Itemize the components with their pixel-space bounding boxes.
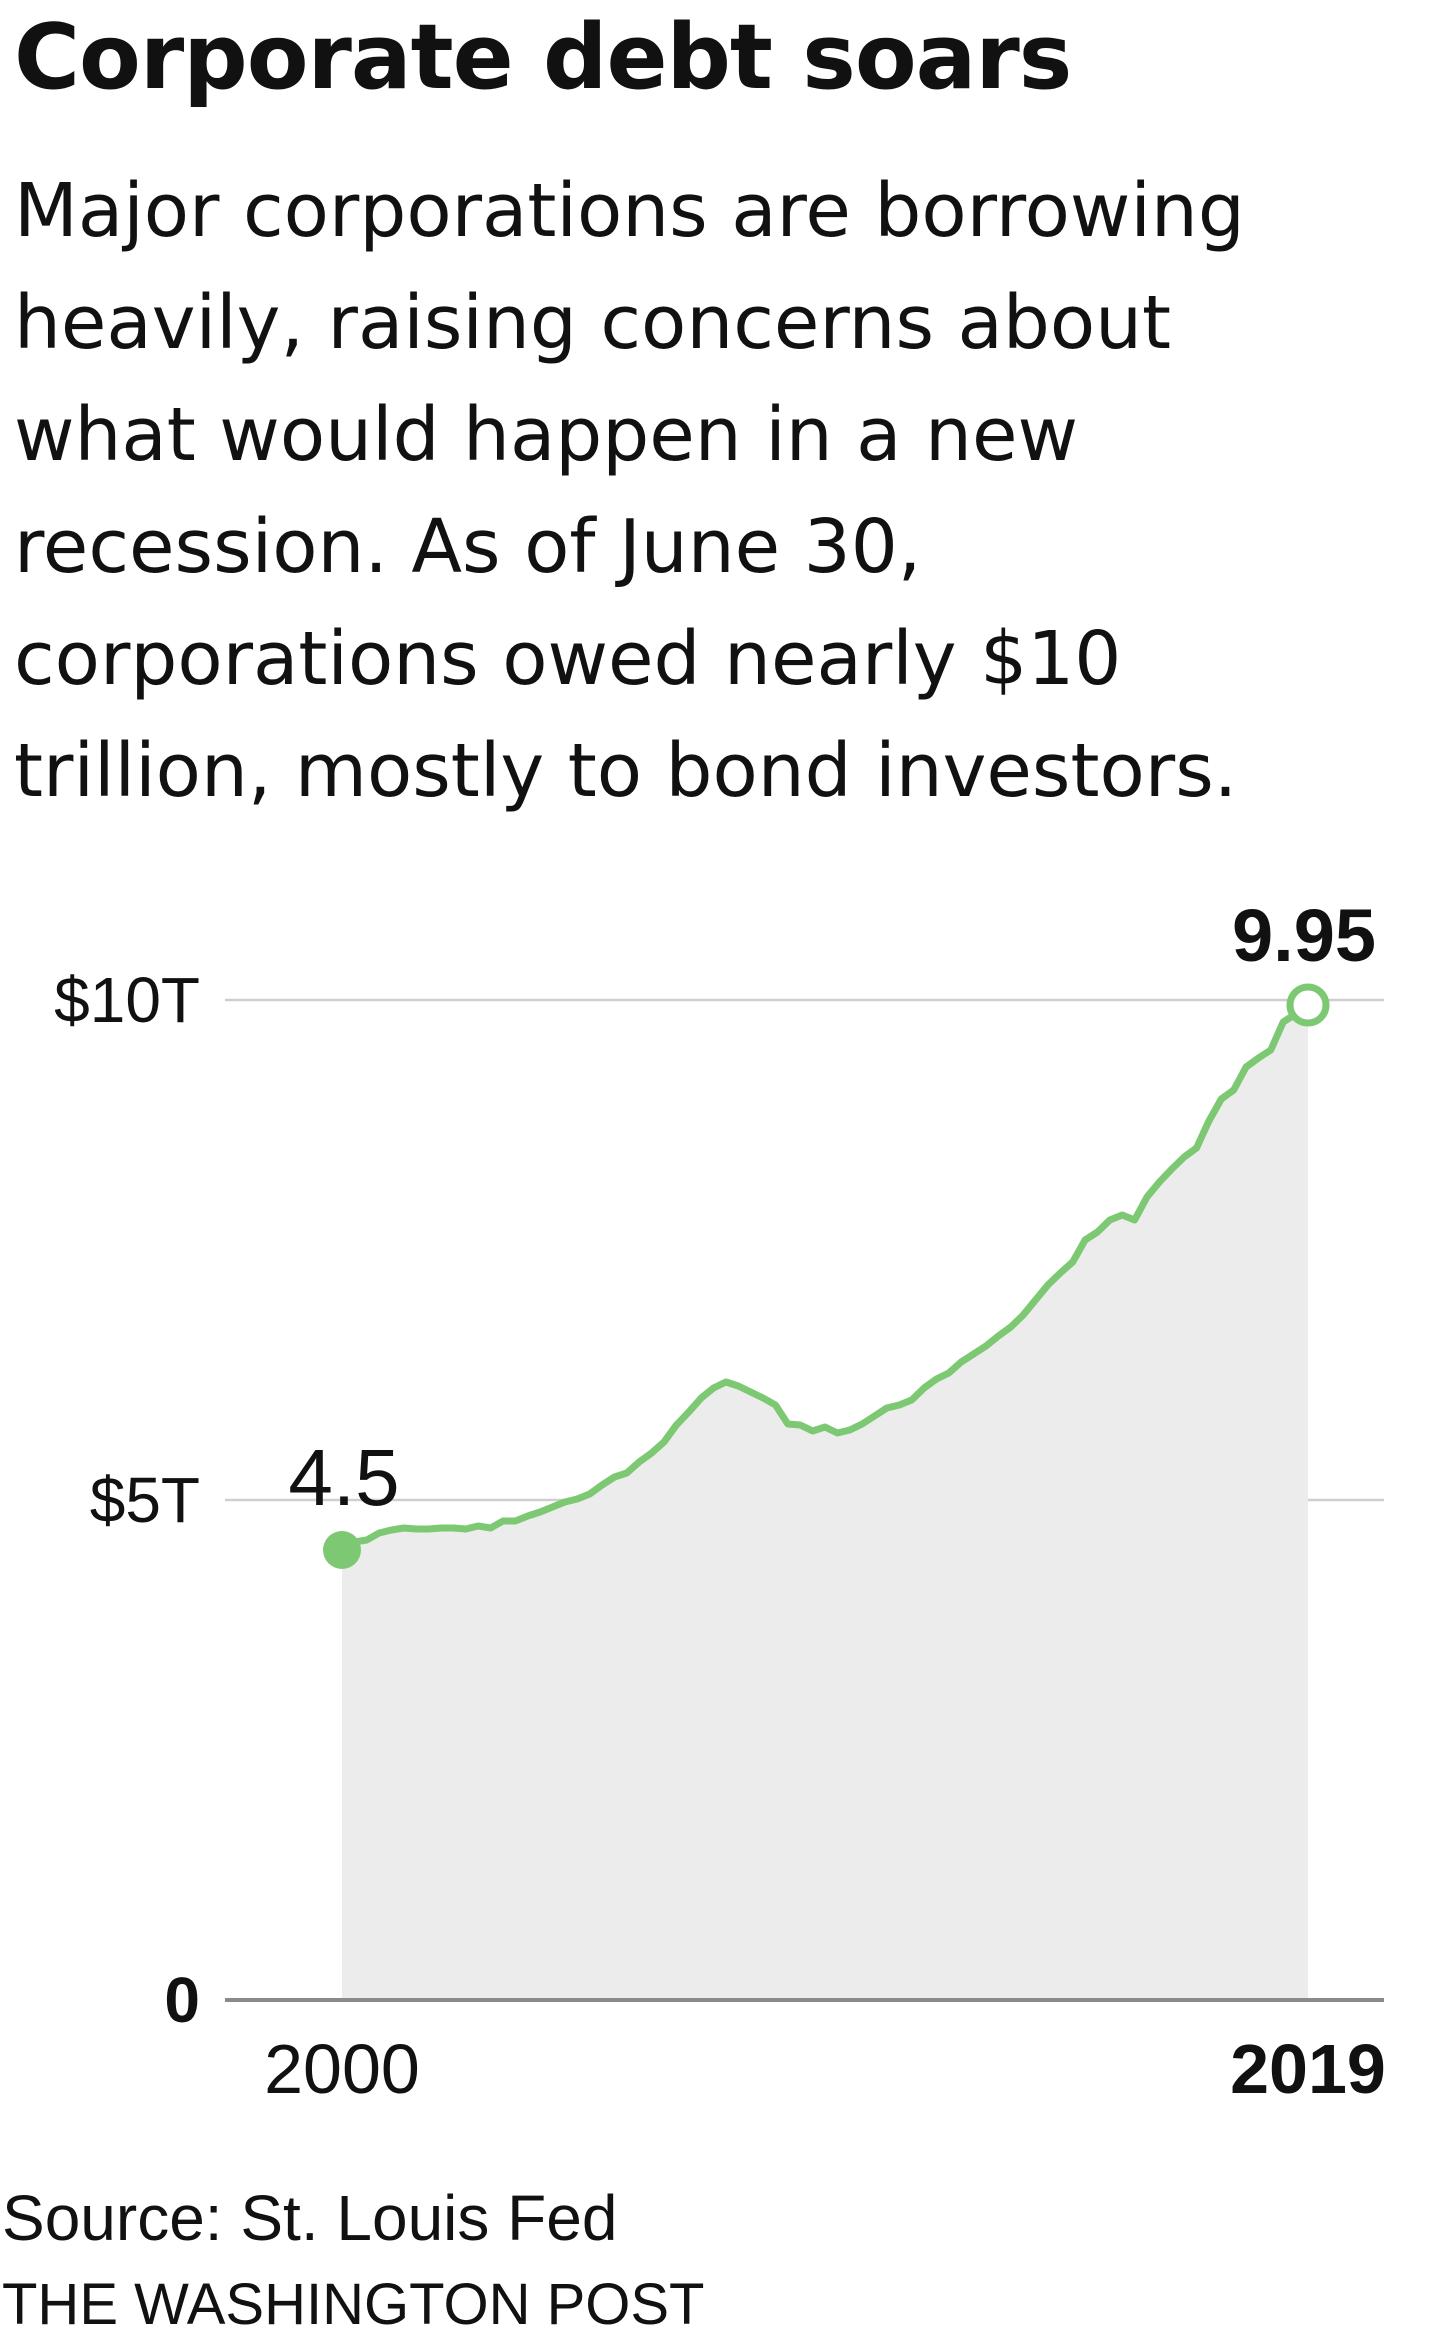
y-tick-label: 0 xyxy=(164,1964,200,2036)
value-label: 4.5 xyxy=(288,1433,399,1522)
subtitle-line: recession. As of June 30, xyxy=(14,504,922,590)
area-fill xyxy=(342,1005,1308,2000)
x-tick-label: 2019 xyxy=(1230,2030,1386,2108)
subtitle-line: heavily, raising concerns about xyxy=(14,280,1172,366)
series-line xyxy=(338,1001,1312,1554)
end-point-marker xyxy=(1286,983,1330,1027)
y-tick-label: $5T xyxy=(90,1464,200,1536)
subtitle-line: what would happen in a new xyxy=(14,392,1079,478)
y-axis-tick-labels: 0 $5T $10T xyxy=(54,964,200,2036)
publisher-credit: THE WASHINGTON POST xyxy=(2,2272,705,2337)
chart-subtitle: Major corporations are borrowing heavily… xyxy=(14,155,1414,827)
subtitle-line: Major corporations are borrowing xyxy=(14,168,1245,254)
start-point-marker xyxy=(323,1531,361,1569)
subtitle-line: trillion, mostly to bond investors. xyxy=(14,728,1238,814)
y-tick-label: $10T xyxy=(54,964,200,1036)
x-axis-tick-labels: 2000 2019 xyxy=(264,2030,1386,2108)
value-label: 9.95 xyxy=(1232,894,1376,977)
debt-area-chart: 0 $5T $10T 2000 2019 4.5 9.95 xyxy=(54,894,1386,2108)
chart-title: Corporate debt soars xyxy=(14,5,1072,110)
source-note: Source: St. Louis Fed xyxy=(2,2182,618,2254)
subtitle-line: corporations owed nearly $10 xyxy=(14,616,1122,702)
x-tick-label: 2000 xyxy=(264,2030,420,2108)
annotations: 4.5 9.95 xyxy=(288,894,1376,1569)
